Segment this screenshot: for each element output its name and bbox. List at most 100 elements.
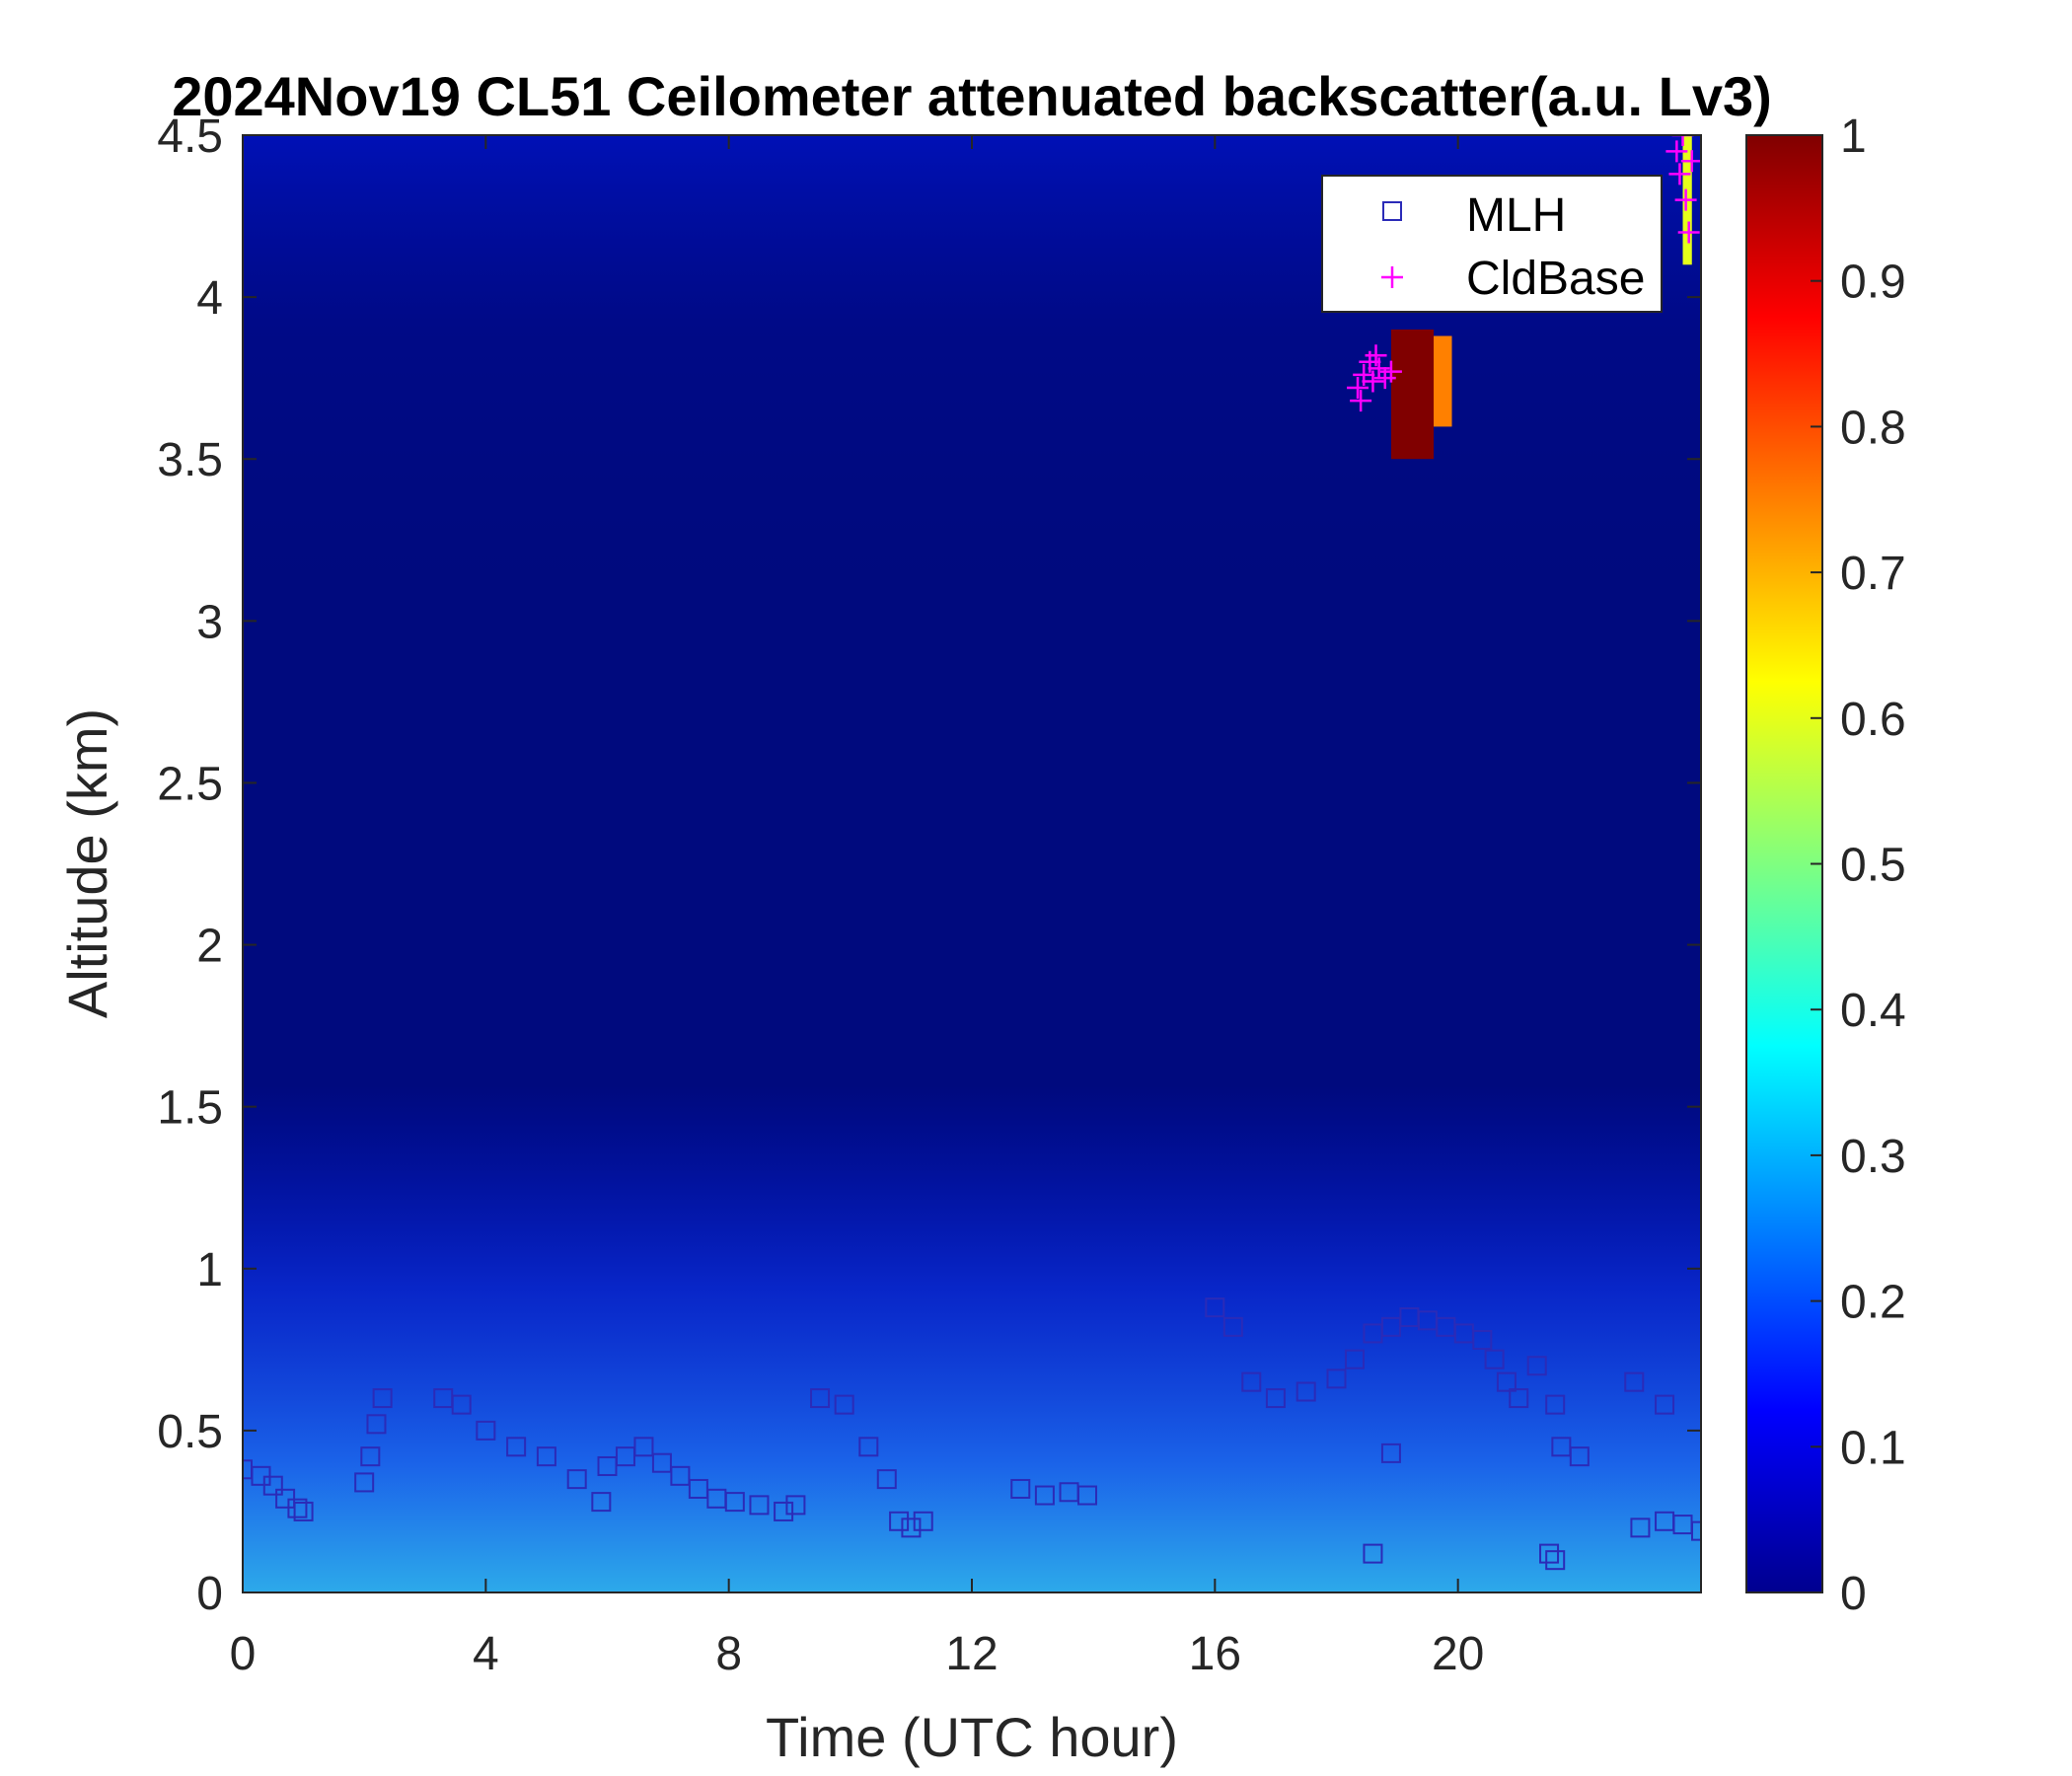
plot-area	[243, 135, 1701, 1592]
mlh-point	[262, 1475, 283, 1496]
legend-mlh-marker	[1382, 201, 1402, 221]
y-tick-label: 4.5	[157, 111, 223, 163]
mlh-point	[1655, 1394, 1675, 1415]
cldbase-point	[1665, 140, 1688, 163]
mlh-point	[1222, 1316, 1243, 1337]
mlh-point	[372, 1388, 393, 1409]
cldbase-point	[1379, 360, 1402, 383]
colorbar-tick-label: 0.8	[1840, 402, 1906, 454]
mlh-point	[1509, 1388, 1529, 1409]
mlh-point	[1344, 1349, 1365, 1369]
cldbase-point	[1677, 221, 1700, 244]
colorbar-tick-label: 0.5	[1840, 840, 1906, 892]
mlh-point	[1380, 1443, 1401, 1463]
colorbar-tick-label: 0.1	[1840, 1422, 1906, 1474]
cldbase-point	[1362, 370, 1384, 393]
mlh-point	[774, 1501, 794, 1521]
y-tick-label: 4	[196, 272, 223, 325]
y-tick-label: 3.5	[157, 434, 223, 486]
heatmap-cloud-layer-edge	[1434, 335, 1452, 427]
mlh-point	[591, 1492, 612, 1513]
mlh-point	[670, 1465, 691, 1486]
mlh-point	[1539, 1543, 1560, 1564]
mlh-point	[1010, 1478, 1031, 1499]
mlh-point	[354, 1472, 375, 1493]
mlh-point	[785, 1495, 806, 1516]
colorbar: 0 0.1 0.2 0.3 0.4 0.5 0.6 0.7 0.8 0.9 1	[1745, 111, 1906, 1620]
mlh-point	[451, 1394, 472, 1415]
x-tick-label: 0	[230, 1628, 257, 1680]
mlh-point	[536, 1446, 556, 1467]
colorbar-gradient	[1745, 134, 1823, 1593]
mlh-point	[724, 1492, 745, 1513]
mlh-point	[287, 1498, 308, 1518]
mlh-point	[293, 1501, 314, 1521]
mlh-point	[858, 1437, 879, 1457]
mlh-point	[810, 1388, 831, 1409]
colorbar-tick-label: 0.7	[1840, 548, 1906, 600]
mlh-point	[1545, 1394, 1566, 1415]
cldbase-point	[1365, 344, 1387, 367]
colorbar-tick-label: 0.2	[1840, 1277, 1906, 1329]
mlh-point	[1472, 1329, 1493, 1350]
colorbar-tick-label: 0.9	[1840, 257, 1906, 309]
mlh-point	[1569, 1446, 1590, 1467]
y-tick-label: 0	[196, 1568, 223, 1620]
x-tick-label: 8	[715, 1628, 742, 1680]
colorbar-tick-label: 0	[1840, 1568, 1867, 1620]
mlh-point	[749, 1495, 770, 1516]
x-tick-label: 4	[473, 1628, 499, 1680]
cldbase-point	[1671, 135, 1694, 146]
colorbar-tick-label: 0.3	[1840, 1131, 1906, 1183]
mlh-point	[506, 1437, 527, 1457]
mlh-point	[1624, 1371, 1645, 1392]
mlh-point	[1545, 1550, 1566, 1571]
legend-mlh-label: MLH	[1466, 189, 1566, 242]
mlh-point	[901, 1517, 922, 1538]
mlh-point	[1363, 1543, 1383, 1564]
legend-box	[1321, 175, 1663, 313]
x-tick-label: 20	[1432, 1628, 1484, 1680]
cldbase-point	[1347, 377, 1369, 400]
mlh-point	[1295, 1381, 1316, 1402]
mlh-point	[876, 1469, 897, 1490]
colorbar-tick-label: 1	[1840, 111, 1867, 163]
legend-cldbase-label: CldBase	[1466, 253, 1645, 305]
mlh-point	[566, 1469, 587, 1490]
mlh-point	[1484, 1349, 1505, 1369]
y-tick-label: 1	[196, 1244, 223, 1296]
mlh-point	[1034, 1485, 1055, 1506]
mlh-point	[366, 1414, 387, 1435]
cldbase-point	[1350, 390, 1372, 412]
cldbase-point	[1668, 163, 1691, 185]
y-axis-label: Altitude (km)	[56, 708, 118, 1018]
heatmap-cloud-layer	[1390, 329, 1435, 460]
legend-cldbase-marker	[1381, 266, 1403, 288]
mlh-point	[476, 1420, 496, 1441]
y-tick-label: 3	[196, 596, 223, 648]
mlh-point	[834, 1394, 854, 1415]
x-tick-label: 12	[945, 1628, 998, 1680]
mlh-point	[1241, 1371, 1262, 1392]
mlh-point	[1496, 1371, 1517, 1392]
cldbase-point	[1674, 188, 1697, 211]
mlh-point	[1630, 1517, 1651, 1538]
mlh-point	[1077, 1485, 1098, 1506]
mlh-point	[1326, 1369, 1347, 1389]
mlh-point	[889, 1511, 910, 1531]
mlh-point	[1205, 1297, 1225, 1318]
y-tick-label: 0.5	[157, 1406, 223, 1458]
mlh-point	[1265, 1388, 1286, 1409]
mlh-point	[651, 1452, 672, 1473]
colorbar-tick-label: 0.6	[1840, 694, 1906, 746]
mlh-point	[360, 1446, 381, 1467]
mlh-point	[913, 1511, 933, 1531]
x-tick-label: 16	[1189, 1628, 1241, 1680]
legend: MLH CldBase	[1321, 175, 1663, 313]
mlh-point	[633, 1437, 654, 1457]
mlh-point	[1691, 1520, 1701, 1541]
cldbase-point	[1680, 150, 1701, 173]
mlh-point	[1526, 1356, 1547, 1376]
x-axis-label: Time (UTC hour)	[766, 1706, 1178, 1768]
